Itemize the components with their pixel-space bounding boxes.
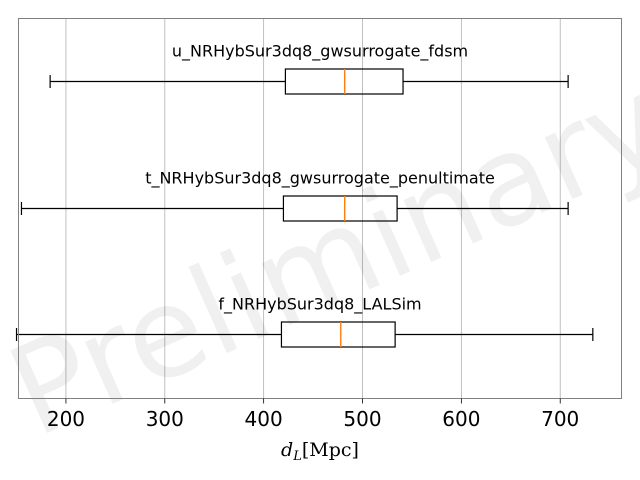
x-tick-label: 200 bbox=[47, 407, 85, 431]
x-axis-label-subscript: L bbox=[292, 449, 302, 464]
plot-frame bbox=[18, 18, 622, 399]
series-label: f_NRHybSur3dq8_LALSim bbox=[218, 295, 421, 315]
x-axis-label-unit: [Mpc] bbox=[302, 439, 359, 461]
x-tick-label: 300 bbox=[146, 407, 184, 431]
series-label: u_NRHybSur3dq8_gwsurrogate_fdsm bbox=[172, 42, 468, 62]
series-label: t_NRHybSur3dq8_gwsurrogate_penultimate bbox=[145, 169, 495, 189]
iqr-box bbox=[282, 195, 398, 222]
watermark-text: Preliminary bbox=[0, 49, 640, 465]
boxplot-item: u_NRHybSur3dq8_gwsurrogate_fdsm bbox=[49, 42, 569, 95]
boxes-group: u_NRHybSur3dq8_gwsurrogate_fdsm t_NRHybSu… bbox=[15, 42, 594, 348]
x-tick-label: 400 bbox=[245, 407, 283, 431]
x-tick-label: 700 bbox=[541, 407, 579, 431]
x-axis-ticks: 200 300 400 500 600 700 bbox=[47, 398, 579, 431]
boxplot-item: t_NRHybSur3dq8_gwsurrogate_penultimate bbox=[20, 169, 569, 222]
x-axis-label-symbol: d bbox=[281, 439, 293, 461]
x-tick-label: 600 bbox=[442, 407, 480, 431]
x-axis-label: dL[Mpc] bbox=[281, 439, 359, 464]
iqr-box bbox=[280, 321, 396, 348]
x-tick-label: 500 bbox=[343, 407, 381, 431]
boxplot-item: f_NRHybSur3dq8_LALSim bbox=[15, 295, 594, 348]
